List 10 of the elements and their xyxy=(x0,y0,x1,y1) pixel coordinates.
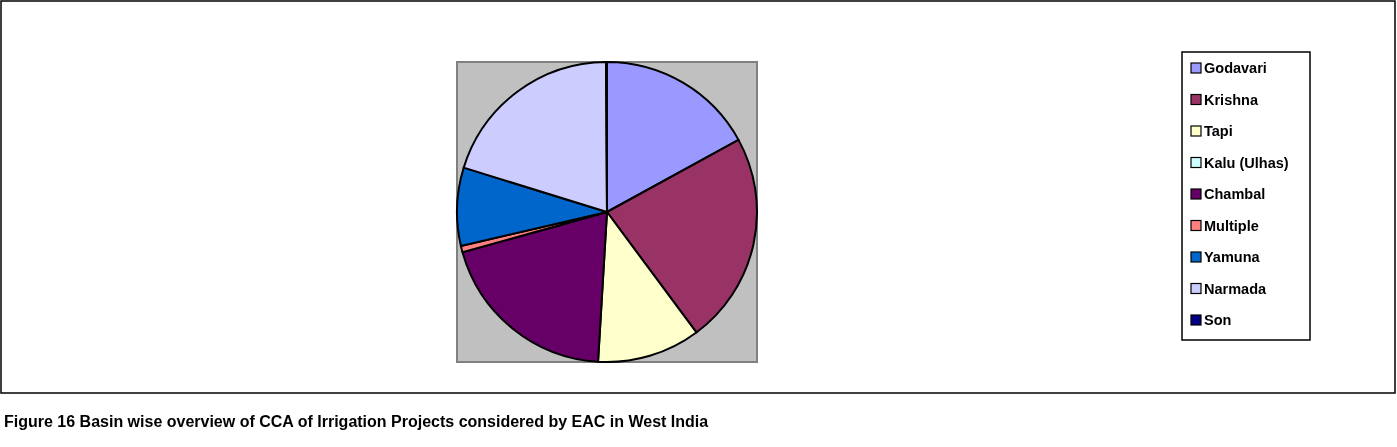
legend-label: Multiple xyxy=(1204,217,1259,234)
caption: Figure 16 Basin wise overview of CCA of Irrigation Projects considered by EAC in West India xyxy=(4,413,709,430)
legend-label: Tapi xyxy=(1204,123,1233,139)
legend-label: Godavari xyxy=(1204,60,1267,76)
legend-label: Chambal xyxy=(1204,186,1266,202)
legend-label: Narmada xyxy=(1204,280,1267,297)
legend-label: Yamuna xyxy=(1204,249,1261,265)
legend-label: Son xyxy=(1204,312,1232,328)
legend-label: Kalu (Ulhas) xyxy=(1204,154,1289,171)
legend-label: Krishna xyxy=(1204,91,1259,108)
